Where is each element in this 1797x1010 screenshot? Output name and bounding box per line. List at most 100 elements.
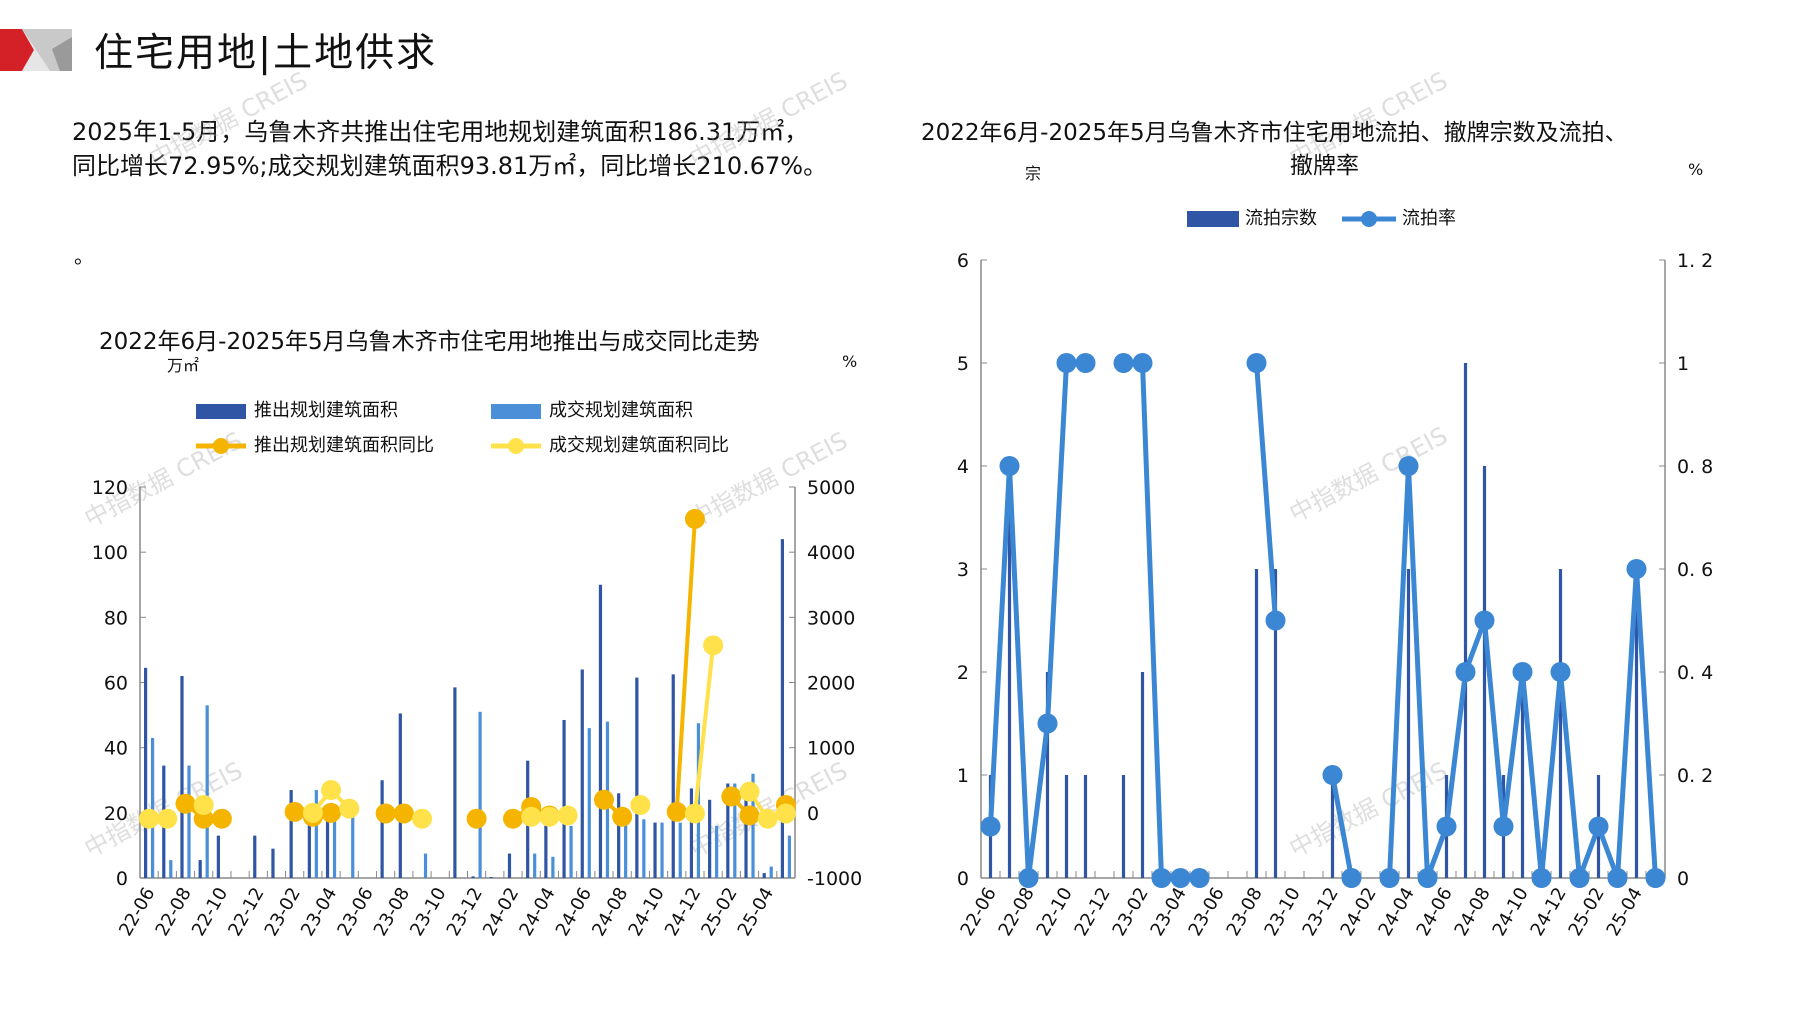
y-tick-label: 40 bbox=[104, 738, 128, 760]
bar-成交规划建筑面积 bbox=[769, 866, 773, 878]
x-tick-label: 23-02 bbox=[1108, 884, 1152, 940]
point-推出规划建筑面积同比 bbox=[193, 808, 214, 829]
bar-流拍宗数 bbox=[1558, 569, 1563, 878]
line-segment-流拍率 bbox=[1615, 566, 1639, 881]
point-流拍率 bbox=[1626, 559, 1647, 579]
point-成交规划建筑面积同比 bbox=[757, 808, 778, 829]
bar-成交规划建筑面积 bbox=[169, 860, 173, 878]
point-推出规划建筑面积同比 bbox=[393, 803, 414, 824]
y2-tick-label: 0 bbox=[1677, 868, 1689, 890]
point-流拍率 bbox=[1265, 610, 1286, 631]
bar-成交规划建筑面积 bbox=[569, 825, 573, 878]
point-流拍率 bbox=[1189, 868, 1210, 888]
line-segment-流拍率 bbox=[1026, 721, 1050, 881]
point-流拍率 bbox=[1417, 868, 1438, 888]
bar-成交规划建筑面积 bbox=[787, 835, 792, 878]
bar-推出规划建筑面积 bbox=[453, 687, 457, 878]
bar-成交规划建筑面积 bbox=[751, 773, 755, 878]
right-y-unit: 宗 bbox=[1025, 164, 1042, 183]
legend-line-marker-icon bbox=[491, 438, 541, 454]
bar-成交规划建筑面积 bbox=[624, 822, 628, 878]
left-y2-unit: % bbox=[842, 352, 858, 371]
point-成交规划建筑面积同比 bbox=[139, 808, 160, 829]
point-推出规划建筑面积同比 bbox=[211, 808, 232, 829]
y-tick-label: 3 bbox=[957, 559, 969, 581]
bar-流拍宗数 bbox=[1045, 672, 1050, 878]
line-segment-流拍率 bbox=[1387, 463, 1411, 881]
bar-成交规划建筑面积 bbox=[478, 711, 482, 878]
bar-流拍宗数 bbox=[1064, 775, 1069, 878]
bar-推出规划建筑面积 bbox=[544, 825, 548, 878]
point-成交规划建筑面积同比 bbox=[703, 635, 724, 656]
bar-推出规划建筑面积 bbox=[780, 539, 785, 878]
legend-line-marker-icon bbox=[196, 438, 246, 454]
point-推出规划建筑面积同比 bbox=[321, 802, 342, 823]
x-tick-label: 23-08 bbox=[1222, 884, 1266, 940]
point-流拍率 bbox=[1341, 868, 1362, 888]
line-segment-流拍率 bbox=[1444, 669, 1468, 829]
x-tick-label: 22-06 bbox=[956, 884, 1000, 940]
y-tick-label: 4 bbox=[957, 456, 969, 478]
bar-成交规划建筑面积 bbox=[351, 812, 355, 878]
line-segment-流拍率 bbox=[1558, 669, 1582, 881]
point-成交规划建筑面积同比 bbox=[739, 781, 760, 802]
y2-tick-label: 1 bbox=[1677, 353, 1689, 375]
legend-item-deal-area: 成交规划建筑面积 bbox=[491, 396, 693, 422]
bar-成交规划建筑面积 bbox=[551, 856, 555, 878]
summary-line-2: 同比增长72.95%;成交规划建筑面积93.81万㎡，同比增长210.67%。 bbox=[72, 152, 828, 180]
point-推出规划建筑面积同比 bbox=[612, 806, 633, 827]
bar-推出规划建筑面积 bbox=[708, 799, 712, 878]
point-流拍率 bbox=[1512, 662, 1533, 682]
line-segment-流拍率 bbox=[1539, 669, 1563, 881]
bar-推出规划建筑面积 bbox=[562, 719, 566, 878]
point-推出规划建筑面积同比 bbox=[175, 793, 196, 814]
point-成交规划建筑面积同比 bbox=[557, 805, 578, 826]
bar-推出规划建筑面积 bbox=[653, 822, 657, 878]
point-流拍率 bbox=[1550, 662, 1571, 682]
line-segment-推出规划建筑面积同比 bbox=[674, 516, 697, 814]
legend-label: 流拍率 bbox=[1402, 208, 1456, 229]
x-tick-label: 24-04 bbox=[1374, 884, 1418, 940]
x-tick-label: 24-06 bbox=[552, 884, 596, 940]
bar-推出规划建筑面积 bbox=[635, 677, 639, 878]
y2-tick-label: 0. 4 bbox=[1677, 662, 1713, 684]
point-成交规划建筑面积同比 bbox=[684, 803, 705, 824]
legend-label: 推出规划建筑面积 bbox=[254, 400, 398, 421]
x-tick-label: 23-10 bbox=[406, 884, 450, 940]
legend-item-deal-yoy: 成交规划建筑面积同比 bbox=[491, 431, 729, 457]
left-chart-title: 2022年6月-2025年5月乌鲁木齐市住宅用地推出与成交同比走势 bbox=[99, 329, 760, 355]
right-chart-title-line-2: 撤牌率 bbox=[1290, 153, 1359, 179]
x-tick-label: 24-12 bbox=[1526, 884, 1570, 940]
bar-流拍宗数 bbox=[1140, 672, 1145, 878]
point-流拍率 bbox=[1322, 765, 1343, 785]
point-流拍率 bbox=[999, 456, 1020, 476]
x-tick-label: 25-02 bbox=[697, 884, 741, 940]
bar-流拍宗数 bbox=[1406, 569, 1411, 878]
x-tick-label: 22-08 bbox=[151, 884, 195, 940]
point-推出规划建筑面积同比 bbox=[284, 801, 305, 822]
x-tick-label: 23-04 bbox=[297, 884, 341, 940]
bar-成交规划建筑面积 bbox=[205, 705, 209, 878]
point-流拍率 bbox=[1455, 662, 1476, 682]
y-tick-label: 80 bbox=[104, 607, 128, 629]
point-流拍率 bbox=[1037, 713, 1058, 734]
bar-流拍宗数 bbox=[1121, 775, 1126, 878]
point-流拍率 bbox=[1398, 456, 1419, 476]
legend-line-marker-icon bbox=[1342, 211, 1396, 227]
y2-tick-label: 1000 bbox=[807, 738, 855, 760]
x-tick-label: 24-02 bbox=[1336, 884, 1380, 940]
y-tick-label: 6 bbox=[957, 250, 969, 272]
bar-成交规划建筑面积 bbox=[150, 737, 155, 878]
bar-推出规划建筑面积 bbox=[289, 790, 293, 878]
legend-label: 推出规划建筑面积同比 bbox=[254, 435, 434, 456]
point-成交规划建筑面积同比 bbox=[539, 806, 560, 827]
bar-推出规划建筑面积 bbox=[617, 793, 621, 878]
bar-成交规划建筑面积 bbox=[587, 728, 591, 878]
x-tick-label: 22-10 bbox=[188, 884, 232, 940]
legend-item-pushed-yoy: 推出规划建筑面积同比 bbox=[196, 431, 434, 457]
y2-tick-label: 0. 8 bbox=[1677, 456, 1713, 478]
legend-label: 成交规划建筑面积同比 bbox=[549, 435, 729, 456]
x-tick-label: 24-06 bbox=[1412, 884, 1456, 940]
line-segment-成交规划建筑面积同比 bbox=[692, 643, 716, 816]
x-tick-label: 24-04 bbox=[515, 884, 559, 940]
